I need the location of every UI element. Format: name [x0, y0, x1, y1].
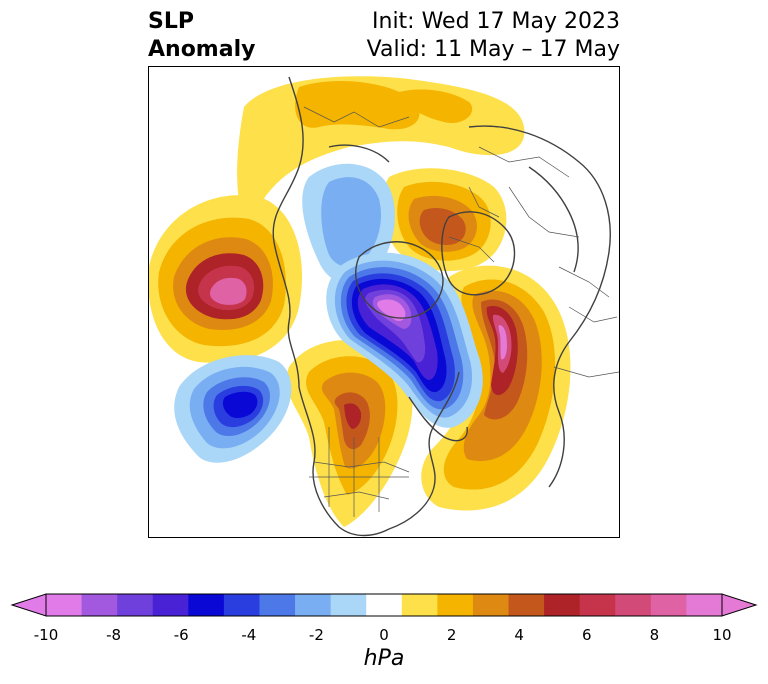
colorbar-swatch: [152, 594, 189, 616]
valid-range: Valid: 11 May – 17 May: [366, 37, 620, 62]
positive-arctic-band: [237, 76, 525, 257]
colorbar-swatch: [223, 594, 260, 616]
negative-polar-vortex: [326, 252, 483, 428]
colorbar-tick-label: 8: [649, 626, 660, 644]
title-left: SLP Anomaly: [148, 8, 255, 64]
colorbar-tick-label: 2: [446, 626, 457, 644]
map-panel: [148, 66, 620, 538]
negative-pacific-low: [174, 355, 292, 463]
colorbar-tick-label: -4: [241, 626, 257, 644]
colorbar-swatch: [544, 594, 581, 616]
colorbar-swatch: [437, 594, 474, 616]
colorbar-swatch: [401, 594, 438, 616]
colorbar-tick-label: 10: [712, 626, 732, 644]
title-variable: SLP: [148, 9, 194, 34]
colorbar-swatch: [650, 594, 687, 616]
colorbar-swatch: [615, 594, 652, 616]
colorbar-swatch: [188, 594, 225, 616]
colorbar-swatch: [686, 594, 723, 616]
colorbar-outline: [45, 593, 723, 617]
colorbar-swatch: [81, 594, 118, 616]
colorbar-swatch: [259, 594, 296, 616]
colorbar-tick-label: 4: [514, 626, 524, 644]
country-borders: [303, 106, 619, 517]
colorbar-tick-label: -10: [33, 626, 59, 644]
title-variable-sub: Anomaly: [148, 37, 256, 62]
positive-north-america: [286, 340, 413, 527]
positive-siberia: [381, 168, 507, 272]
positive-atlantic-ridge: [421, 265, 571, 511]
anomaly-map: [149, 76, 619, 537]
colorbar-tick-label: 6: [582, 626, 592, 644]
colorbar-swatch: [330, 594, 367, 616]
coastlines: [272, 76, 611, 537]
colorbar-extend-high: [721, 593, 758, 617]
colorbar-swatch: [579, 594, 616, 616]
init-date: Init: Wed 17 May 2023: [372, 9, 620, 34]
colorbar-tick-label: 0: [379, 626, 389, 644]
positive-pacific-high: [149, 195, 302, 363]
colorbar-swatch: [46, 594, 83, 616]
colorbar-tick-label: -6: [173, 626, 189, 644]
colorbar-tick-label: -2: [308, 626, 324, 644]
colorbar-extend-low: [10, 593, 47, 617]
colorbar-unit-label: hPa: [363, 646, 405, 671]
title-right: Init: Wed 17 May 2023 Valid: 11 May – 17…: [367, 8, 620, 64]
colorbar-swatch: [472, 594, 510, 616]
colorbar: [10, 593, 758, 617]
colorbar-swatch: [508, 594, 545, 616]
colorbar-swatch: [295, 594, 332, 616]
colorbar-swatch: [366, 594, 403, 616]
colorbar-swatch: [117, 594, 154, 616]
colorbar-tick-label: -8: [106, 626, 122, 644]
